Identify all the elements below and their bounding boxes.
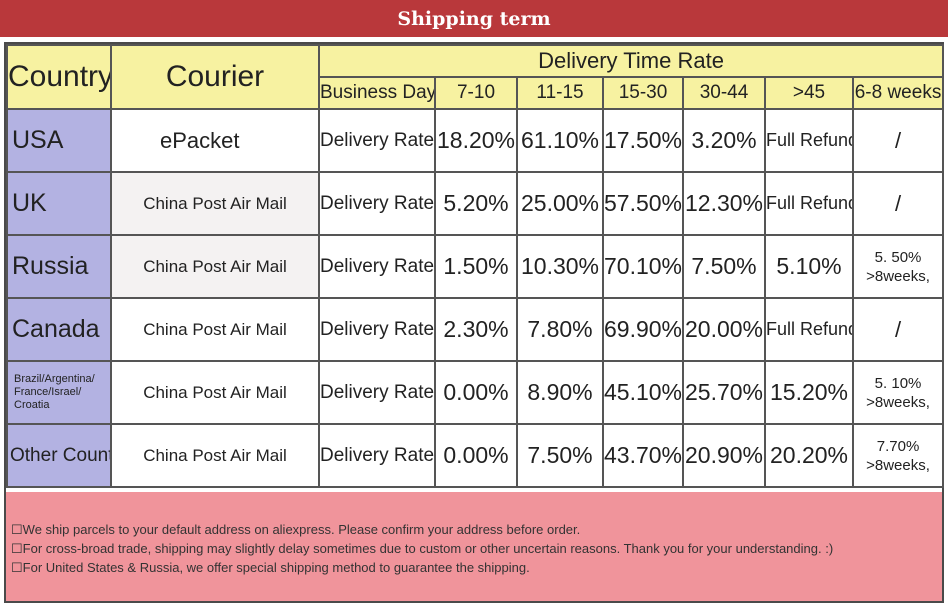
rate-label: Delivery Rate bbox=[318, 297, 436, 362]
rate-value: 7.50% bbox=[682, 234, 766, 299]
rate-label: Delivery Rate bbox=[318, 171, 436, 236]
rate-value: 20.90% bbox=[682, 423, 766, 488]
header-range: 7-10 bbox=[434, 76, 518, 110]
rate-value: 61.10% bbox=[516, 108, 604, 173]
rate-value: 5.10% bbox=[764, 234, 854, 299]
country-cell: Brazil/Argentina/ France/Israel/ Croatia bbox=[6, 360, 112, 425]
table-row: Russia China Post Air Mail Delivery Rate… bbox=[6, 234, 945, 299]
rate-value: 7.50% bbox=[516, 423, 604, 488]
table-row: Other Countries China Post Air Mail Deli… bbox=[6, 423, 945, 488]
rate-value: 1.50% bbox=[434, 234, 518, 299]
courier-cell: China Post Air Mail bbox=[110, 423, 320, 488]
rate-value: 5. 50% >8weeks, bbox=[851, 234, 945, 299]
rate-value: 12.30% bbox=[682, 171, 766, 236]
rate-label: Delivery Rate bbox=[318, 423, 436, 488]
rate-value: Full Refund bbox=[764, 171, 854, 236]
rate-value: 69.90% bbox=[602, 297, 684, 362]
note-item: ☐For United States & Russia, we offer sp… bbox=[11, 560, 530, 575]
table-row: UK China Post Air Mail Delivery Rate 5.2… bbox=[6, 171, 945, 236]
country-cell: Canada bbox=[6, 297, 112, 362]
country-cell: UK bbox=[6, 171, 112, 236]
rate-value: 8.90% bbox=[516, 360, 604, 425]
rate-value: / bbox=[851, 171, 945, 236]
country-cell: USA bbox=[6, 108, 112, 173]
shipping-term-banner: Shipping term bbox=[0, 0, 948, 37]
country-cell: Russia bbox=[6, 234, 112, 299]
rate-value: 18.20% bbox=[434, 108, 518, 173]
rate-value: 0.00% bbox=[434, 423, 518, 488]
notes-panel: ☐We ship parcels to your default address… bbox=[6, 492, 942, 601]
rate-value: 45.10% bbox=[602, 360, 684, 425]
courier-cell: ePacket bbox=[110, 108, 320, 173]
rate-value: 43.70% bbox=[602, 423, 684, 488]
header-range: 6-8 weeks bbox=[851, 76, 945, 110]
rate-value: 20.00% bbox=[682, 297, 766, 362]
header-courier: Courier bbox=[110, 44, 320, 110]
rate-value: 15.20% bbox=[764, 360, 854, 425]
rate-label: Delivery Rate bbox=[318, 234, 436, 299]
rate-value: 10.30% bbox=[516, 234, 604, 299]
rate-label: Delivery Rate bbox=[318, 360, 436, 425]
courier-cell: China Post Air Mail bbox=[110, 360, 320, 425]
delivery-rate-table: Country Courier Delivery Time Rate Busin… bbox=[6, 44, 945, 488]
rate-value: 25.70% bbox=[682, 360, 766, 425]
header-delivery-time-rate: Delivery Time Rate bbox=[317, 44, 945, 78]
header-range: 15-30 bbox=[602, 76, 684, 110]
rate-value: / bbox=[851, 297, 945, 362]
rate-value: Full Refund bbox=[764, 108, 854, 173]
rate-value: Full Refund bbox=[764, 297, 854, 362]
notes-list: ☐We ship parcels to your default address… bbox=[11, 520, 833, 577]
table-row: USA ePacket Delivery Rate 18.20% 61.10% … bbox=[6, 108, 945, 173]
header-country: Country bbox=[6, 44, 112, 110]
rate-value: 17.50% bbox=[602, 108, 684, 173]
table-row: Canada China Post Air Mail Delivery Rate… bbox=[6, 297, 945, 362]
rate-value: 5.20% bbox=[434, 171, 518, 236]
header-range: 11-15 bbox=[516, 76, 604, 110]
courier-cell: China Post Air Mail bbox=[110, 297, 320, 362]
country-cell: Other Countries bbox=[6, 423, 112, 488]
header-range: >45 bbox=[764, 76, 854, 110]
courier-cell: China Post Air Mail bbox=[110, 171, 320, 236]
courier-cell: China Post Air Mail bbox=[110, 234, 320, 299]
rate-value: 7.70% >8weeks, bbox=[851, 423, 945, 488]
rate-label: Delivery Rate bbox=[318, 108, 436, 173]
rate-value: 5. 10% >8weeks, bbox=[851, 360, 945, 425]
shipping-table-panel: Country Courier Delivery Time Rate Busin… bbox=[4, 42, 945, 603]
banner-title: Shipping term bbox=[397, 7, 551, 30]
header-business-days: Business Days bbox=[318, 76, 436, 110]
header-range: 30-44 bbox=[682, 76, 766, 110]
rate-value: / bbox=[851, 108, 945, 173]
rate-value: 25.00% bbox=[516, 171, 604, 236]
rate-value: 7.80% bbox=[516, 297, 604, 362]
note-item: ☐We ship parcels to your default address… bbox=[11, 522, 581, 537]
rate-value: 3.20% bbox=[682, 108, 766, 173]
rate-value: 2.30% bbox=[434, 297, 518, 362]
rate-value: 0.00% bbox=[434, 360, 518, 425]
rate-value: 70.10% bbox=[602, 234, 684, 299]
rate-value: 57.50% bbox=[602, 171, 684, 236]
note-item: ☐For cross-broad trade, shipping may sli… bbox=[11, 541, 834, 556]
table-row: Brazil/Argentina/ France/Israel/ Croatia… bbox=[6, 360, 945, 425]
rate-value: 20.20% bbox=[764, 423, 854, 488]
